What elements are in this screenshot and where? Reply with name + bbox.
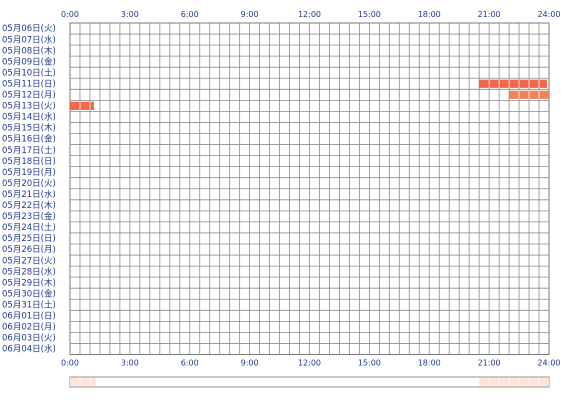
summary-bar bbox=[70, 377, 96, 387]
summary-bar bbox=[479, 377, 549, 387]
x-tick-label-bottom: 21:00 bbox=[478, 359, 501, 368]
label-layer: 05月06日(火)05月07日(水)05月08日(木)05月09日(金)05月1… bbox=[2, 10, 561, 368]
row-label: 05月17日(土) bbox=[2, 145, 56, 156]
row-label: 05月06日(火) bbox=[2, 24, 56, 34]
row-label: 05月07日(水) bbox=[2, 34, 56, 45]
activity-bar bbox=[70, 101, 94, 110]
x-tick-label-bottom: 0:00 bbox=[61, 359, 79, 368]
bar-layer bbox=[70, 79, 549, 110]
row-label: 05月13日(火) bbox=[2, 102, 56, 112]
row-label: 05月29日(木) bbox=[2, 277, 56, 288]
x-tick-label-top: 12:00 bbox=[298, 10, 321, 19]
row-label: 05月25日(日) bbox=[2, 234, 56, 244]
x-tick-label-top: 24:00 bbox=[537, 10, 560, 19]
row-label: 06月04日(水) bbox=[2, 344, 56, 355]
summary-layer bbox=[69, 376, 550, 388]
summary-track bbox=[69, 376, 550, 388]
row-label: 05月20日(火) bbox=[2, 179, 56, 189]
x-tick-label-top: 0:00 bbox=[61, 10, 79, 19]
row-label: 05月16日(金) bbox=[2, 134, 56, 145]
grid-layer bbox=[69, 22, 550, 355]
row-label: 05月24日(土) bbox=[2, 222, 56, 233]
row-label: 05月08日(木) bbox=[2, 45, 56, 56]
x-tick-label-top: 9:00 bbox=[241, 10, 259, 19]
x-tick-label-top: 18:00 bbox=[418, 10, 441, 19]
row-label: 06月01日(日) bbox=[2, 312, 56, 322]
x-tick-label-bottom: 3:00 bbox=[121, 359, 139, 368]
row-label: 05月31日(土) bbox=[2, 299, 56, 310]
x-tick-label-bottom: 18:00 bbox=[418, 359, 441, 368]
x-tick-label-top: 6:00 bbox=[181, 10, 199, 19]
row-label: 05月18日(日) bbox=[2, 157, 56, 167]
row-label: 05月23日(金) bbox=[2, 211, 56, 222]
row-label: 05月15日(木) bbox=[2, 123, 56, 134]
row-label: 05月11日(日) bbox=[2, 79, 56, 89]
row-label: 05月30日(金) bbox=[2, 288, 56, 299]
row-label: 05月28日(水) bbox=[2, 266, 56, 277]
x-tick-label-bottom: 12:00 bbox=[298, 359, 321, 368]
row-label: 05月26日(月) bbox=[2, 245, 56, 255]
row-label: 05月22日(木) bbox=[2, 200, 56, 211]
x-tick-label-bottom: 6:00 bbox=[181, 359, 199, 368]
activity-bar bbox=[479, 79, 548, 88]
row-label: 05月12日(月) bbox=[2, 91, 56, 101]
row-label: 06月02日(月) bbox=[2, 323, 56, 333]
row-label: 05月14日(水) bbox=[2, 112, 56, 123]
x-tick-label-bottom: 9:00 bbox=[241, 359, 259, 368]
row-label: 05月21日(水) bbox=[2, 189, 56, 200]
x-tick-label-bottom: 15:00 bbox=[358, 359, 381, 368]
x-tick-label-bottom: 24:00 bbox=[537, 359, 560, 368]
x-tick-label-top: 3:00 bbox=[121, 10, 139, 19]
x-tick-label-top: 21:00 bbox=[478, 10, 501, 19]
row-label: 05月10日(土) bbox=[2, 67, 56, 78]
row-label: 05月27日(火) bbox=[2, 256, 56, 266]
row-label: 06月03日(火) bbox=[2, 334, 56, 344]
x-tick-label-top: 15:00 bbox=[358, 10, 381, 19]
row-label: 05月19日(月) bbox=[2, 168, 56, 178]
row-label: 05月09日(金) bbox=[2, 56, 56, 67]
